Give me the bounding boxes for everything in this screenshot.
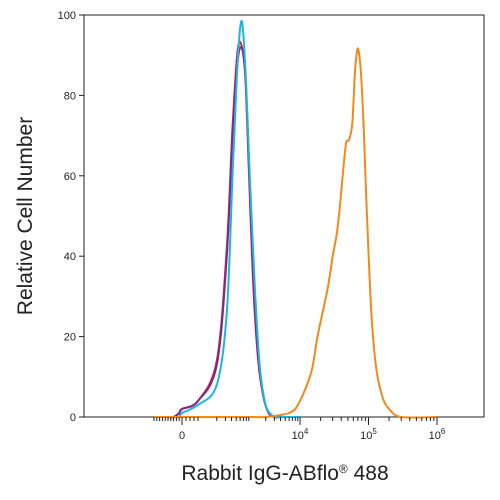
- series-layer: [153, 19, 438, 419]
- x-axis-title: Rabbit IgG-ABflo® 488: [181, 462, 388, 485]
- y-tick-label: 40: [64, 251, 76, 263]
- x-tick-label-exp: 5: [372, 427, 377, 436]
- x-axis-title-main: Rabbit IgG-ABflo: [181, 462, 339, 485]
- series-line-0: [153, 40, 300, 419]
- x-tick-label-exp: 4: [304, 427, 309, 436]
- y-tick-label: 80: [64, 90, 76, 102]
- x-tick-label: 105: [360, 427, 377, 442]
- x-axis-title-sup: ®: [339, 462, 348, 476]
- x-tick-label: 104: [292, 427, 309, 442]
- series-line-3: [153, 47, 438, 419]
- x-tick-label: 106: [429, 427, 446, 442]
- x-tick-label-base: 10: [360, 430, 372, 442]
- series-line-2: [153, 19, 300, 419]
- x-tick-label-base: 10: [292, 430, 304, 442]
- plot-frame: [83, 14, 485, 418]
- x-tick-label-base: 10: [429, 430, 441, 442]
- y-tick-label: 20: [64, 332, 76, 344]
- x-axis: 0 104 105 106: [153, 417, 446, 442]
- y-axis: 0 20 40 60 80 100: [58, 10, 84, 424]
- y-axis-title: Relative Cell Number: [14, 117, 37, 315]
- y-tick-label: 60: [64, 171, 76, 183]
- x-tick-label-exp: 6: [441, 427, 446, 436]
- x-tick-label-base: 0: [179, 430, 185, 442]
- x-tick-label: 0: [179, 430, 185, 442]
- x-axis-title-suffix: 488: [348, 462, 389, 485]
- y-tick-label: 0: [70, 412, 76, 424]
- y-tick-label: 100: [58, 10, 76, 22]
